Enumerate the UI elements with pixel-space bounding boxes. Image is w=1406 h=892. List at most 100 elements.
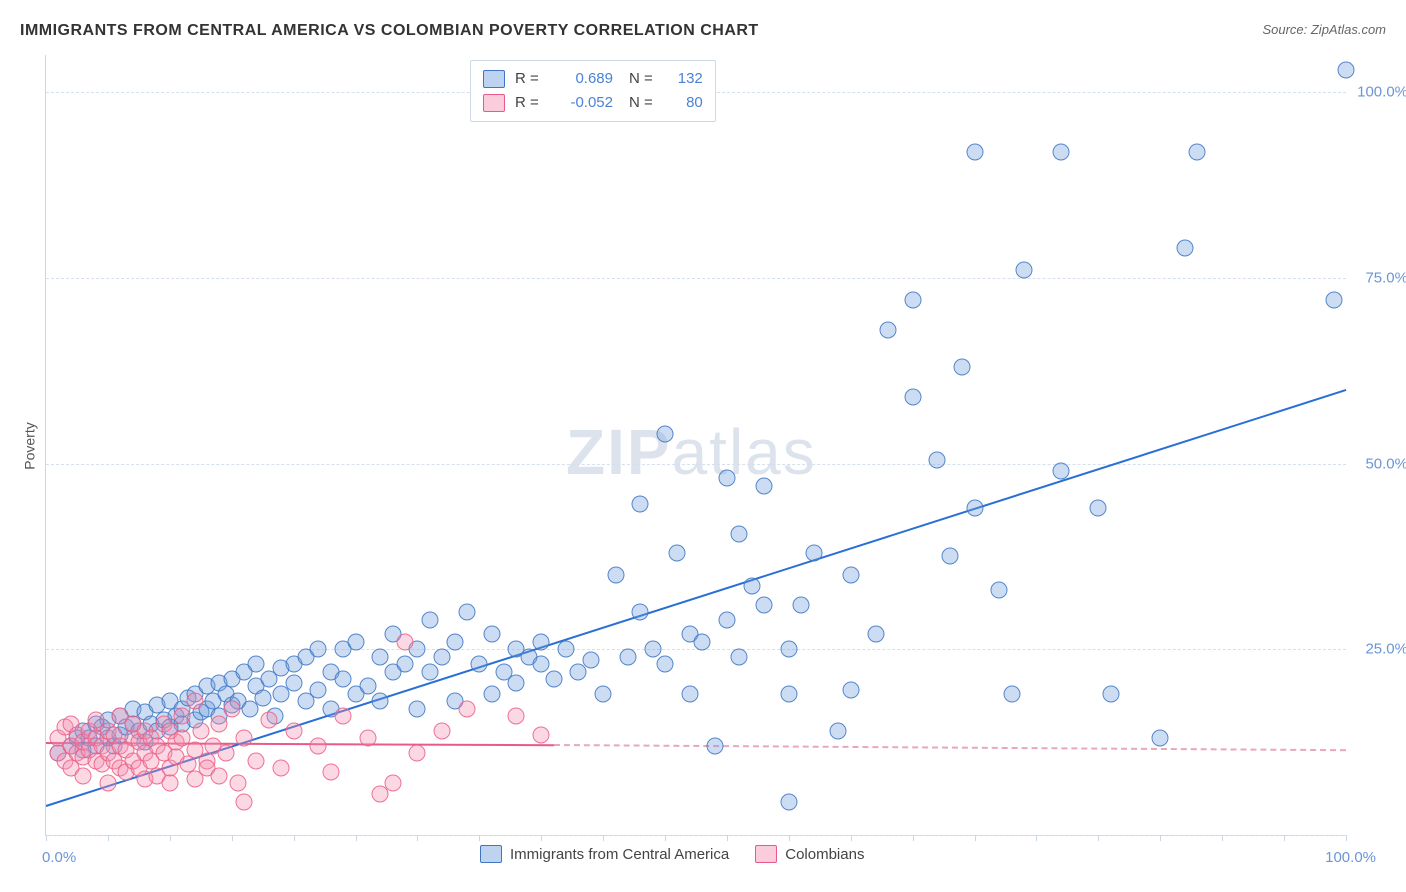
legend-r-label: R = — [515, 67, 543, 91]
x-tick — [1160, 835, 1161, 841]
data-point — [743, 578, 760, 595]
data-point — [780, 641, 797, 658]
data-point — [384, 775, 401, 792]
data-point — [966, 500, 983, 517]
y-tick-label: 50.0% — [1365, 455, 1406, 472]
x-tick — [1222, 835, 1223, 841]
x-tick — [1036, 835, 1037, 841]
data-point — [99, 775, 116, 792]
data-point — [756, 596, 773, 613]
data-point — [619, 648, 636, 665]
data-point — [780, 793, 797, 810]
legend-n-value: 80 — [663, 91, 703, 115]
data-point — [446, 633, 463, 650]
data-point — [211, 715, 228, 732]
data-point — [558, 641, 575, 658]
data-point — [285, 723, 302, 740]
x-tick — [232, 835, 233, 841]
data-point — [359, 678, 376, 695]
legend-swatch — [755, 845, 777, 863]
data-point — [248, 656, 265, 673]
data-point — [260, 711, 277, 728]
data-point — [954, 359, 971, 376]
legend-n-value: 132 — [663, 67, 703, 91]
data-point — [1152, 730, 1169, 747]
data-point — [421, 611, 438, 628]
data-point — [904, 388, 921, 405]
data-point — [657, 656, 674, 673]
data-point — [458, 700, 475, 717]
gridline — [46, 464, 1346, 465]
watermark: ZIPatlas — [566, 415, 817, 489]
data-point — [842, 567, 859, 584]
data-point — [842, 682, 859, 699]
data-point — [991, 581, 1008, 598]
stats-legend: R =0.689N =132R =-0.052N =80 — [470, 60, 716, 122]
x-tick-label: 100.0% — [1325, 849, 1376, 866]
source-attribution: Source: ZipAtlas.com — [1262, 22, 1386, 37]
data-point — [929, 451, 946, 468]
data-point — [867, 626, 884, 643]
legend-label: Immigrants from Central America — [510, 846, 729, 863]
legend-n-label: N = — [629, 67, 653, 91]
data-point — [694, 633, 711, 650]
data-point — [1003, 685, 1020, 702]
legend-item: Immigrants from Central America — [480, 845, 729, 863]
data-point — [223, 700, 240, 717]
legend-label: Colombians — [785, 846, 864, 863]
x-tick — [1098, 835, 1099, 841]
data-point — [1338, 61, 1355, 78]
plot-area: ZIPatlas 25.0%50.0%75.0%100.0%0.0%100.0% — [45, 55, 1346, 836]
watermark-atlas: atlas — [672, 416, 817, 488]
data-point — [75, 767, 92, 784]
data-point — [1177, 240, 1194, 257]
data-point — [1053, 463, 1070, 480]
y-tick-label: 100.0% — [1357, 84, 1406, 101]
data-point — [1189, 143, 1206, 160]
regression-line — [554, 744, 1346, 751]
x-tick — [46, 835, 47, 841]
data-point — [681, 685, 698, 702]
data-point — [706, 737, 723, 754]
data-point — [718, 470, 735, 487]
x-tick — [913, 835, 914, 841]
data-point — [533, 656, 550, 673]
data-point — [236, 730, 253, 747]
x-tick — [417, 835, 418, 841]
data-point — [904, 292, 921, 309]
x-tick — [665, 835, 666, 841]
legend-r-label: R = — [515, 91, 543, 115]
data-point — [372, 648, 389, 665]
x-tick — [851, 835, 852, 841]
watermark-zip: ZIP — [566, 416, 672, 488]
gridline — [46, 649, 1346, 650]
data-point — [632, 604, 649, 621]
x-tick — [170, 835, 171, 841]
data-point — [397, 656, 414, 673]
x-tick — [727, 835, 728, 841]
data-point — [186, 693, 203, 710]
data-point — [941, 548, 958, 565]
data-point — [310, 737, 327, 754]
data-point — [731, 648, 748, 665]
data-point — [161, 775, 178, 792]
legend-row: R =-0.052N =80 — [483, 91, 703, 115]
data-point — [397, 633, 414, 650]
data-point — [533, 726, 550, 743]
y-tick-label: 25.0% — [1365, 641, 1406, 658]
data-point — [545, 671, 562, 688]
x-tick — [1346, 835, 1347, 841]
data-point — [1016, 262, 1033, 279]
series-legend: Immigrants from Central America Colombian… — [480, 845, 864, 863]
data-point — [248, 752, 265, 769]
gridline — [46, 278, 1346, 279]
data-point — [229, 775, 246, 792]
data-point — [718, 611, 735, 628]
data-point — [372, 693, 389, 710]
data-point — [731, 526, 748, 543]
data-point — [657, 425, 674, 442]
data-point — [192, 723, 209, 740]
data-point — [335, 708, 352, 725]
x-tick — [603, 835, 604, 841]
data-point — [483, 626, 500, 643]
